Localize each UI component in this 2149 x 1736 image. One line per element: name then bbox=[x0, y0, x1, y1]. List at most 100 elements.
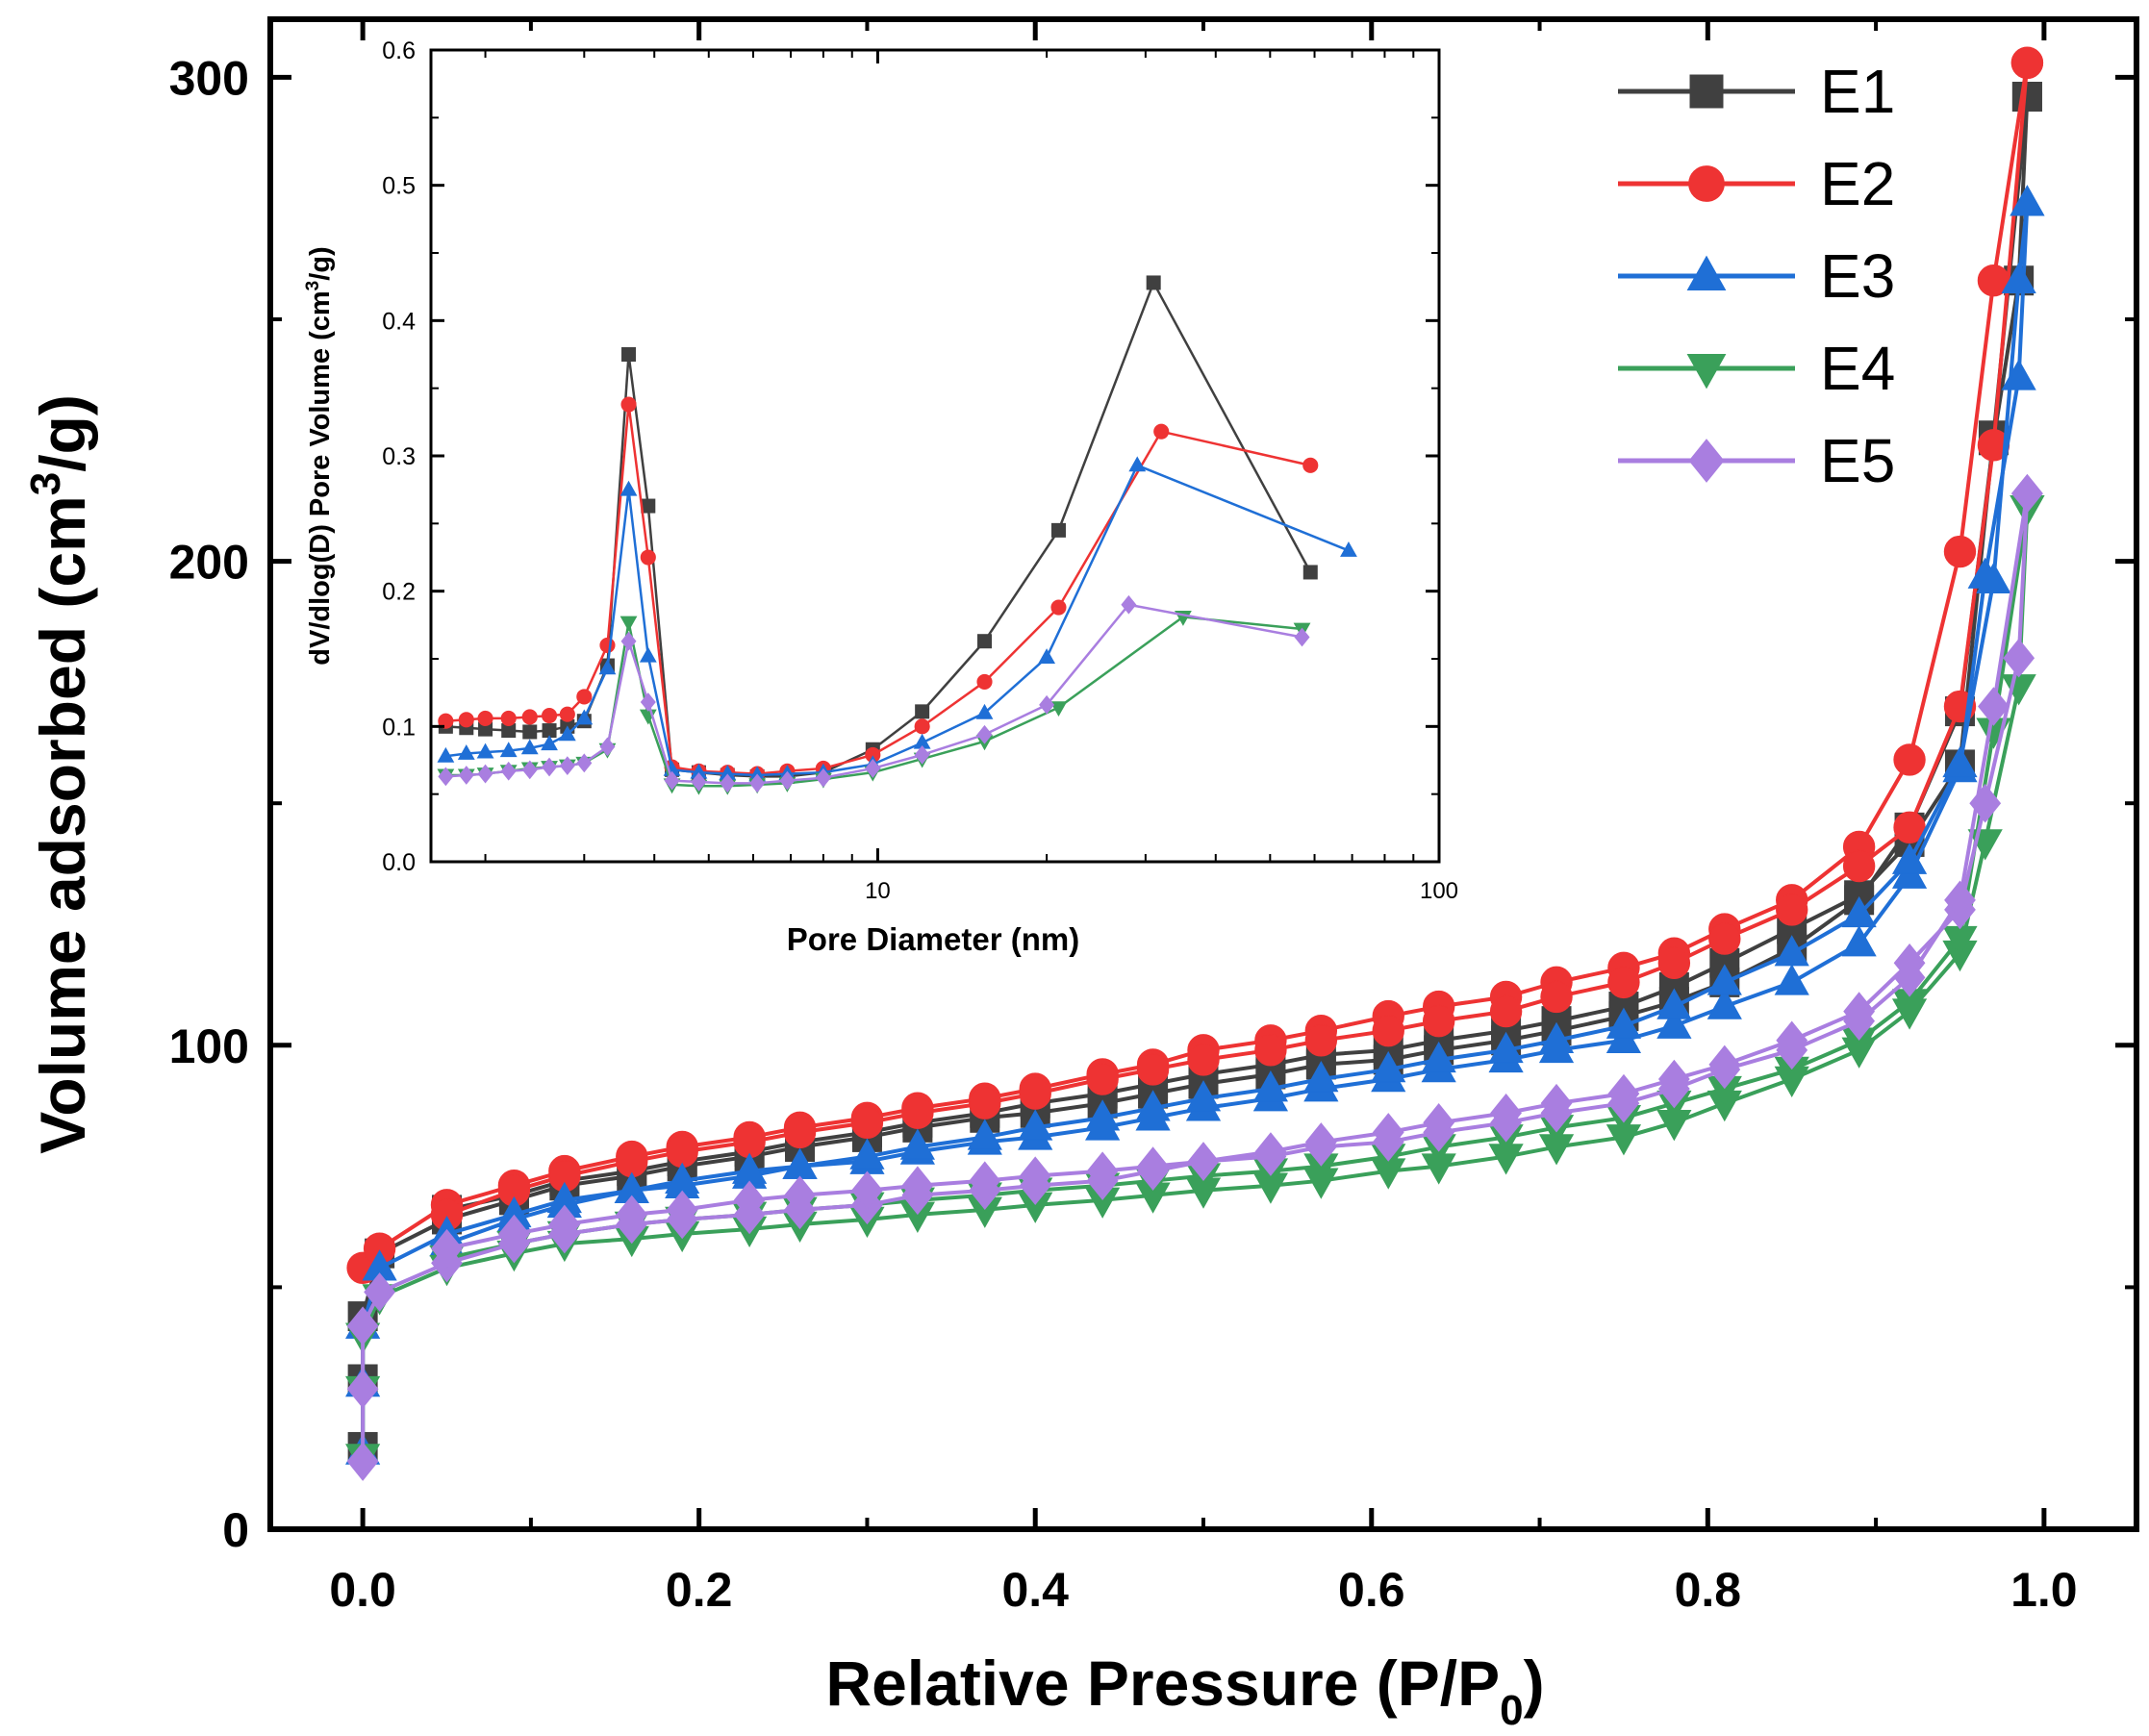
inset-point-e2 bbox=[458, 712, 474, 728]
main-x-axis-label-sub: 0 bbox=[1500, 1687, 1523, 1734]
inset-y-tick-label: 0.5 bbox=[382, 173, 416, 200]
inset-point-e2 bbox=[438, 713, 454, 729]
inset-point-e5 bbox=[500, 761, 517, 781]
main-point-e3 bbox=[1371, 1050, 1406, 1083]
inset-x-tick-label: 10 bbox=[865, 878, 891, 904]
inset-y-axis-label-text: dV/dlog(D) Pore Volume (cm bbox=[305, 290, 336, 665]
inset-y-axis-label-end: /g) bbox=[305, 246, 336, 280]
inset-point-e3 bbox=[1128, 456, 1147, 472]
main-point-e3 bbox=[2001, 262, 2036, 293]
main-y-tick-label: 0 bbox=[222, 1503, 249, 1557]
main-point-e5 bbox=[2011, 473, 2043, 514]
inset-y-axis-label-sup: 3 bbox=[303, 281, 323, 291]
inset-point-e1 bbox=[1146, 275, 1161, 290]
inset-y-tick-label: 0.4 bbox=[382, 308, 416, 335]
legend-marker-e2 bbox=[1688, 165, 1725, 202]
main-point-e2 bbox=[969, 1087, 1001, 1120]
inset-background bbox=[431, 50, 1439, 862]
main-point-e1 bbox=[2011, 82, 2042, 113]
inset-x-axis-label: Pore Diameter (nm) bbox=[787, 921, 1079, 957]
main-point-e3 bbox=[1538, 1021, 1575, 1054]
inset-point-e2 bbox=[477, 710, 493, 726]
main-point-e3 bbox=[1421, 1041, 1456, 1073]
inset-point-e5 bbox=[1039, 694, 1055, 715]
main-point-e2 bbox=[1254, 1034, 1287, 1067]
inset-point-e3 bbox=[499, 742, 518, 758]
inset-point-e2 bbox=[599, 637, 616, 653]
inset-point-e3 bbox=[457, 744, 475, 760]
inset-chart: 10 100 0.0 0.1 0.2 0.3 0.4 0.5 0.6 dV/dlog(D) Po… bbox=[303, 38, 1458, 957]
main-point-e3 bbox=[1656, 988, 1692, 1019]
main-point-e5 bbox=[1086, 1151, 1119, 1191]
main-x-tick-label: 0.4 bbox=[1001, 1563, 1069, 1617]
main-point-e5 bbox=[666, 1190, 698, 1230]
main-point-e5 bbox=[2003, 638, 2035, 678]
main-point-e2 bbox=[1489, 994, 1523, 1028]
main-point-e5 bbox=[346, 1442, 379, 1481]
legend-label-e1: E1 bbox=[1820, 57, 1895, 126]
inset-point-e2 bbox=[976, 673, 993, 690]
main-point-e3 bbox=[1774, 964, 1809, 995]
main-point-e5 bbox=[616, 1195, 648, 1235]
main-point-e2 bbox=[1304, 1024, 1338, 1057]
main-point-e5 bbox=[1423, 1113, 1455, 1152]
legend-marker-e1 bbox=[1689, 74, 1724, 109]
main-y-tick-label: 100 bbox=[169, 1019, 249, 1073]
main-point-e2 bbox=[1842, 849, 1876, 883]
main-point-e3 bbox=[1841, 895, 1877, 928]
main-line-e3-desorption bbox=[445, 203, 2030, 1245]
main-point-e2 bbox=[1019, 1077, 1051, 1110]
inset-point-e1 bbox=[977, 634, 993, 649]
inset-point-e1 bbox=[1302, 565, 1318, 580]
main-point-e5 bbox=[1304, 1127, 1337, 1167]
inset-point-e4 bbox=[619, 616, 638, 632]
inset-axes: 10 100 0.0 0.1 0.2 0.3 0.4 0.5 0.6 bbox=[382, 38, 1458, 904]
main-point-e5 bbox=[1843, 1001, 1876, 1041]
main-point-e2 bbox=[2010, 46, 2044, 79]
inset-point-e5 bbox=[749, 773, 766, 793]
main-point-e5 bbox=[1607, 1083, 1640, 1123]
inset-point-e1 bbox=[621, 347, 637, 362]
main-point-e2 bbox=[1893, 743, 1926, 776]
inset-point-e5 bbox=[779, 770, 796, 791]
inset-point-e5 bbox=[815, 767, 831, 788]
inset-y-tick-label: 0.1 bbox=[382, 714, 416, 741]
main-point-e3 bbox=[1135, 1090, 1171, 1121]
main-point-e5 bbox=[1944, 880, 1976, 920]
main-point-e5 bbox=[733, 1180, 766, 1220]
main-point-e5 bbox=[969, 1161, 1001, 1200]
main-series-e5 bbox=[346, 473, 2043, 1481]
inset-point-e5 bbox=[559, 756, 575, 776]
inset-point-e3 bbox=[975, 703, 994, 719]
inset-series-layer bbox=[437, 275, 1357, 795]
inset-point-e5 bbox=[458, 766, 474, 785]
inset-point-e5 bbox=[976, 724, 993, 744]
main-point-e5 bbox=[498, 1214, 530, 1254]
inset-point-e5 bbox=[1294, 627, 1310, 647]
main-y-tick-label: 200 bbox=[169, 536, 249, 590]
main-y-axis-label: Volume adsorbed (cm3/g) bbox=[22, 394, 98, 1154]
main-point-e5 bbox=[851, 1170, 883, 1211]
main-point-e2 bbox=[1187, 1044, 1220, 1076]
main-point-e3 bbox=[1605, 1007, 1642, 1039]
main-x-tick-label: 0.6 bbox=[1338, 1563, 1405, 1617]
main-point-e5 bbox=[346, 1306, 379, 1346]
legend-label-e5: E5 bbox=[1820, 426, 1895, 495]
inset-point-e3 bbox=[598, 659, 617, 675]
main-point-e2 bbox=[1422, 1004, 1455, 1038]
main-point-e2 bbox=[1136, 1053, 1170, 1086]
inset-point-e5 bbox=[477, 764, 493, 784]
main-point-e3 bbox=[1707, 988, 1742, 1019]
main-point-e2 bbox=[901, 1096, 934, 1129]
main-point-e5 bbox=[1372, 1122, 1404, 1162]
main-series-e2 bbox=[346, 46, 2044, 1284]
inset-point-e5 bbox=[640, 692, 656, 712]
main-point-e3 bbox=[2010, 185, 2045, 216]
main-series-layer bbox=[345, 46, 2045, 1481]
inset-point-e5 bbox=[599, 737, 616, 757]
inset-point-e2 bbox=[914, 718, 930, 735]
inset-point-e4 bbox=[1049, 701, 1068, 717]
main-point-e5 bbox=[1137, 1146, 1169, 1186]
legend-label-e4: E4 bbox=[1820, 334, 1895, 403]
